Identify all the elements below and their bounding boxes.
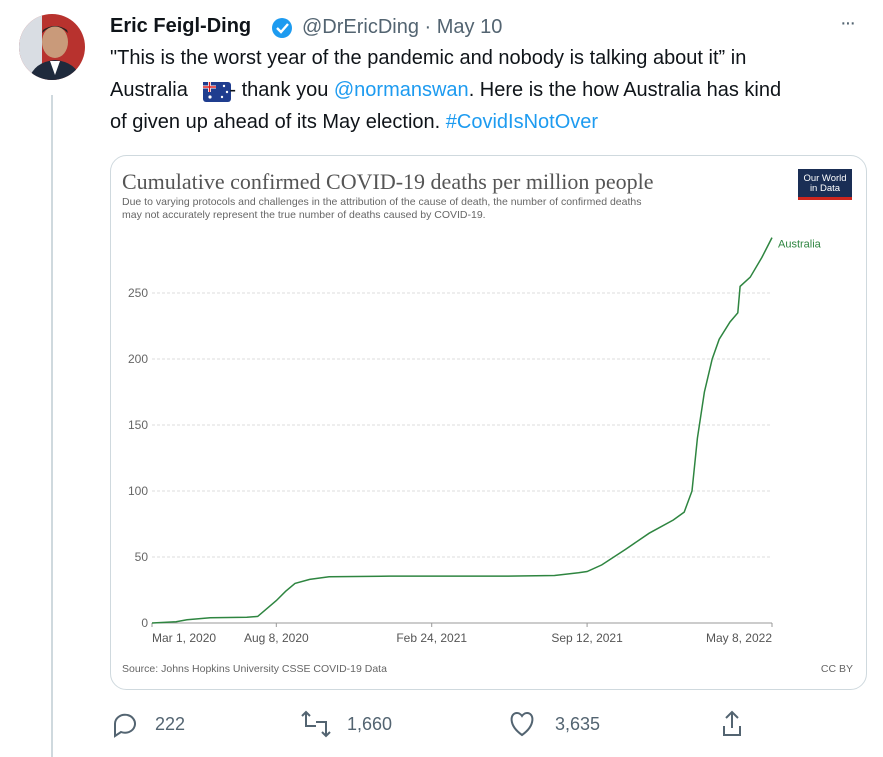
reply-icon[interactable] (113, 713, 136, 738)
tweet-line: Australia - thank you @normanswan. Here … (110, 79, 781, 102)
retweet-icon[interactable] (301, 710, 331, 738)
tweet-line: "This is the worst year of the pandemic … (110, 47, 746, 70)
tweet-text: . Here is the how Australia has kind (468, 79, 782, 101)
verified-badge (272, 18, 292, 38)
tweet-text: of given up ahead of its May election. (110, 111, 446, 133)
author-name[interactable]: Eric Feigl-Ding (110, 15, 252, 37)
tweet-text: - thank you (223, 79, 334, 101)
like-icon[interactable] (510, 711, 534, 737)
more-menu[interactable]: ··· (840, 12, 856, 34)
tweet-text: "This is the worst year of the pandemic … (110, 47, 747, 69)
reply-count: 222 (155, 714, 186, 734)
like-count: 3,635 (555, 714, 601, 734)
media-card[interactable] (110, 155, 867, 690)
tweet-line: of given up ahead of its May election. #… (110, 111, 598, 134)
retweet-count: 1,660 (347, 714, 393, 734)
avatar[interactable] (18, 13, 88, 83)
flag-emoji (203, 82, 231, 102)
hashtag-link[interactable]: #CovidIsNotOver (445, 111, 599, 133)
tweet-text: Australia (110, 79, 188, 101)
mention-link[interactable]: @normanswan (333, 79, 469, 101)
share-icon[interactable] (723, 710, 741, 736)
handle-date[interactable]: @DrEricDing · May 10 (302, 16, 503, 38)
